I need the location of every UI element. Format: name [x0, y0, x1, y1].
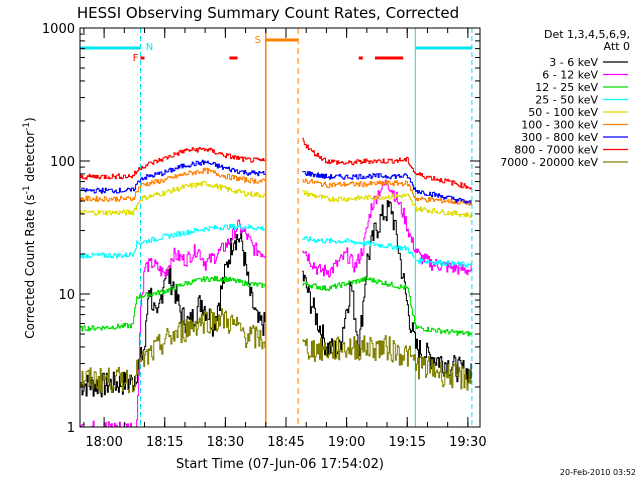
series-line-5-after-gap: [302, 190, 472, 218]
legend-label-4: 25 - 50 keV: [535, 94, 598, 107]
legend-label-7: 300 - 800 keV: [521, 131, 598, 144]
series-line-1-after-gap: [302, 200, 472, 385]
legend-label-5: 50 - 100 keV: [528, 106, 598, 119]
chart-title: HESSI Observing Summary Count Rates, Cor…: [77, 4, 459, 22]
series-line-4-after-gap: [302, 236, 472, 268]
footer-date: 20-Feb-2010 03:52: [560, 468, 636, 477]
series-line-7: [80, 159, 266, 194]
y-axis-label: Corrected Count Rate (s-1 detector-1): [22, 117, 37, 338]
y-tick-label: 100: [50, 155, 75, 170]
series-line-6: [80, 167, 266, 202]
series-layer: [80, 137, 472, 427]
series-line-3-after-gap: [302, 276, 472, 337]
series-line-7-after-gap: [302, 171, 472, 205]
y-axis-label-sup1: -1: [22, 185, 32, 194]
x-axis: 18:00 18:15 18:30 18:45 19:00 19:15 19:30: [83, 28, 487, 450]
legend-header-line1: Det 1,3,4,5,6,9,: [544, 28, 630, 41]
x-tick-label: 18:15: [146, 435, 183, 450]
y-axis-label-sup2: -1: [22, 122, 32, 131]
y-tick-label: 10: [58, 288, 75, 303]
series-line-5: [80, 180, 266, 216]
plot-frame: [79, 27, 481, 428]
y-tick-label: 1: [67, 421, 75, 436]
series-line-4: [80, 223, 266, 259]
legend-label-8: 800 - 7000 keV: [514, 144, 598, 157]
x-axis-label: Start Time (07-Jun-06 17:54:02): [176, 457, 384, 472]
legend-label-6: 100 - 300 keV: [521, 119, 598, 132]
series-line-2: [80, 219, 266, 427]
legend-label-2: 6 - 12 keV: [542, 69, 598, 82]
x-tick-label: 18:45: [267, 435, 304, 450]
y-axis-label-part1: Corrected Count Rate (s: [23, 194, 37, 338]
legend-label-3: 12 - 25 keV: [535, 81, 598, 94]
series-line-8: [80, 147, 266, 180]
y-axis: 1 10 100 1000: [42, 22, 480, 436]
series-line-9-after-gap: [302, 335, 472, 391]
legend-header-line2: Att 0: [604, 40, 630, 53]
series-line-1: [80, 230, 266, 398]
x-tick-label: 18:00: [85, 435, 122, 450]
night-label: N: [146, 42, 153, 53]
series-line-9: [80, 308, 266, 394]
series-line-3: [80, 276, 266, 332]
series-line-6-after-gap: [302, 178, 472, 206]
flare-label: F: [133, 53, 139, 64]
legend-label-9: 7000 - 20000 keV: [500, 156, 598, 169]
legend-label-1: 3 - 6 keV: [549, 56, 598, 69]
x-tick-label: 18:30: [207, 435, 244, 450]
x-tick-label: 19:30: [449, 435, 486, 450]
series-line-2-after-gap: [302, 179, 472, 278]
x-tick-label: 19:15: [389, 435, 426, 450]
y-tick-label: 1000: [42, 22, 75, 37]
x-tick-label: 19:00: [328, 435, 365, 450]
y-axis-label-part2: detector: [23, 131, 37, 186]
saa-label: S: [255, 35, 261, 46]
series-line-8-after-gap: [302, 137, 472, 190]
y-axis-label-part3: ): [23, 117, 37, 122]
